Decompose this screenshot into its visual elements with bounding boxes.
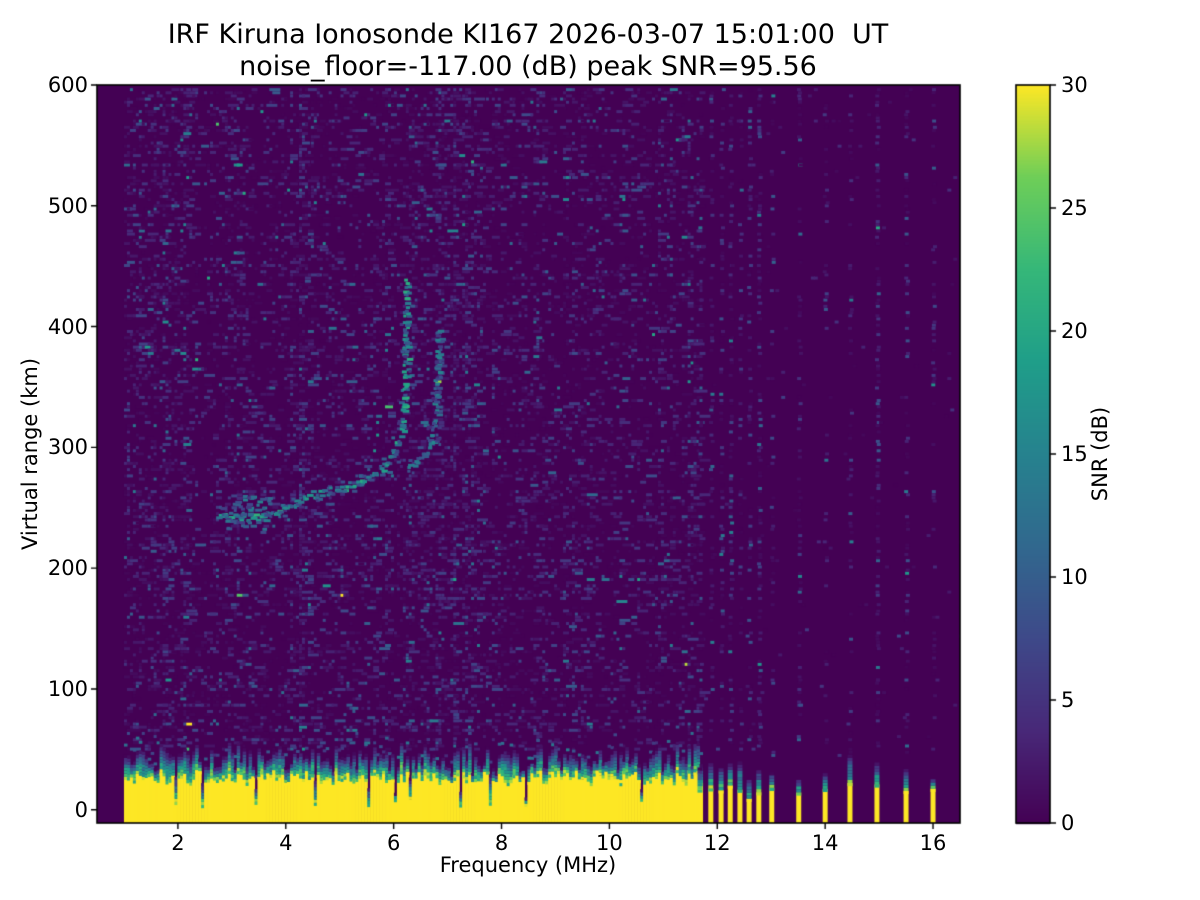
x-tick-label: 12 [703,831,731,855]
x-tick-label: 16 [919,831,947,855]
colorbar-tick-label: 0 [1061,811,1075,835]
colorbar-tick-label: 15 [1061,442,1088,466]
colorbar-tick-label: 20 [1061,319,1088,343]
x-axis-label: Frequency (MHz) [439,853,617,877]
colorbar-label: SNR (dB) [1088,406,1112,502]
y-tick-label: 200 [47,556,88,581]
y-tick-label: 0 [74,797,88,822]
x-tick-label: 8 [494,831,509,855]
chart-title: IRF Kiruna Ionosonde KI167 2026-03-07 15… [167,19,889,50]
chart-subtitle: noise_floor=-117.00 (dB) peak SNR=95.56 [239,51,817,82]
y-tick-label: 600 [47,73,88,97]
colorbar-tick-label: 25 [1061,196,1088,220]
colorbar-tick-label: 30 [1061,73,1088,97]
y-tick-label: 100 [47,676,88,701]
x-tick-label: 2 [171,831,185,855]
x-tick-label: 4 [279,831,293,855]
y-tick-label: 400 [47,314,88,339]
y-tick-label: 300 [47,435,88,460]
x-tick-label: 14 [811,831,839,855]
colorbar-tick-label: 10 [1061,565,1088,589]
y-tick-label: 500 [47,193,88,218]
x-tick-label: 6 [386,831,401,855]
x-tick-label: 10 [596,831,623,855]
colorbar-tick-label: 5 [1061,688,1075,712]
